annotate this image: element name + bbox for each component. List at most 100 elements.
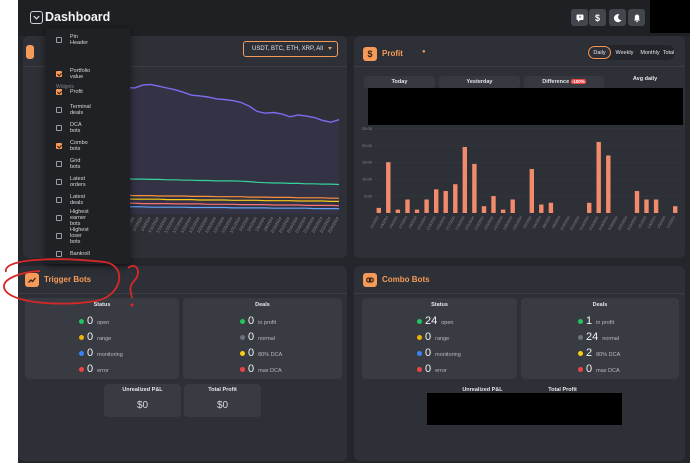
- x-tick-label: 2/2/2024: [522, 215, 532, 229]
- profit-bar[interactable]: [548, 202, 554, 213]
- feedback-button[interactable]: [571, 9, 588, 26]
- portfolio-series-line-2: [118, 194, 339, 199]
- checkbox[interactable]: [56, 37, 62, 43]
- combo-bots-card: Combo Bots Status Deals Unrealized P&L T…: [354, 266, 685, 461]
- widget-option-combo-bots[interactable]: Combo bots: [56, 140, 88, 152]
- stat-today: Today: [364, 76, 435, 88]
- portfolio-series-line-0: [117, 83, 340, 123]
- metric-label: max DCA: [596, 368, 620, 374]
- profit-bar[interactable]: [472, 163, 477, 213]
- metric-label: normal: [602, 336, 620, 342]
- widget-option-pin-header[interactable]: Pin Header: [56, 34, 89, 46]
- profit-bar[interactable]: [644, 199, 649, 214]
- status-dot: [578, 366, 583, 372]
- profit-bar[interactable]: [414, 209, 420, 213]
- stat-avg-daily: Avg daily: [608, 73, 682, 85]
- widget-option-profit[interactable]: Profit: [56, 87, 83, 97]
- x-tick-label: 1/19/2024: [454, 215, 465, 231]
- checkbox[interactable]: [56, 179, 62, 185]
- tab-weekly[interactable]: Weekly: [615, 49, 634, 56]
- widget-option-bankroll[interactable]: Bankroll: [56, 249, 90, 259]
- widget-option-grid-bots[interactable]: Grid bots: [56, 158, 80, 170]
- total-profit-label: Total Profit: [208, 387, 237, 393]
- x-tick-label: 2/12/2024: [569, 215, 580, 231]
- checkbox[interactable]: [56, 71, 62, 77]
- profit-bar[interactable]: [376, 207, 381, 213]
- link-icon: [366, 277, 374, 283]
- metric-value: 2: [586, 347, 593, 359]
- currency-button[interactable]: $: [589, 9, 606, 26]
- profit-bar[interactable]: [539, 204, 544, 214]
- profit-bar[interactable]: [481, 206, 487, 213]
- checkbox[interactable]: [56, 89, 62, 95]
- widget-option-highest-loser-bots[interactable]: Highest loser bots: [56, 227, 89, 245]
- profit-bar[interactable]: [443, 191, 448, 213]
- status-label: Status: [93, 302, 111, 308]
- checkbox[interactable]: [56, 251, 62, 257]
- profit-bar[interactable]: [405, 199, 410, 214]
- checkbox[interactable]: [56, 107, 62, 113]
- widget-option-highest-earner-bots[interactable]: Highest earner bots: [56, 209, 89, 227]
- metric-value: 0: [87, 331, 94, 343]
- checkbox[interactable]: [56, 233, 62, 239]
- widget-option-label: Pin Header: [70, 34, 89, 46]
- tab-total[interactable]: Total: [662, 49, 675, 56]
- widget-option-terminal-deals[interactable]: Terminal deals: [56, 104, 91, 116]
- x-tick-label: 1/9/2024: [408, 215, 418, 229]
- profit-bar[interactable]: [491, 196, 496, 213]
- profit-bar[interactable]: [596, 141, 601, 213]
- profit-bar[interactable]: [395, 209, 401, 213]
- info-icon: ●: [422, 49, 426, 55]
- profit-bar[interactable]: [386, 162, 391, 213]
- combo-deals-panel: Deals: [521, 298, 679, 379]
- widget-option-dca-bots[interactable]: DCA bots: [56, 122, 81, 134]
- profit-bar[interactable]: [462, 147, 467, 213]
- widget-option-latest-deals[interactable]: Latest deals: [56, 194, 85, 206]
- stat-today-label: Today: [391, 79, 408, 85]
- widget-option-label: Bankroll: [70, 251, 90, 257]
- status-dot: [79, 366, 84, 372]
- x-tick-label: 2/22/2024: [617, 215, 628, 231]
- combo-deals-in-profit: 1 in profit: [578, 315, 614, 327]
- metric-label: range: [435, 336, 450, 342]
- checkbox[interactable]: [56, 161, 62, 167]
- tab-daily[interactable]: Daily: [588, 46, 611, 59]
- profit-bar[interactable]: [673, 206, 678, 213]
- checkbox[interactable]: [56, 197, 62, 203]
- y-tick-label: 15.00: [362, 160, 373, 165]
- profit-bar[interactable]: [634, 191, 640, 213]
- moon-icon: [613, 13, 621, 22]
- metric-label: error: [97, 368, 109, 374]
- profit-bar[interactable]: [606, 155, 611, 214]
- unrealized-pnl-panel: Unrealized P&L $0: [104, 384, 181, 417]
- x-tick-label: 1/3/2024: [379, 215, 389, 229]
- checkbox[interactable]: [56, 143, 62, 149]
- portfolio-series-line-5: [118, 206, 339, 210]
- notifications-button[interactable]: [628, 9, 645, 26]
- widget-option-latest-orders[interactable]: Latest orders: [56, 176, 86, 188]
- profit-bar[interactable]: [434, 189, 439, 213]
- profit-bar[interactable]: [529, 169, 534, 213]
- sidebar-toggle-button[interactable]: [30, 11, 43, 24]
- widget-option-label: Terminal deals: [70, 104, 91, 116]
- theme-toggle-button[interactable]: [609, 9, 626, 26]
- widget-option-portfolio-value[interactable]: Portfolio value: [56, 68, 90, 80]
- tab-monthly[interactable]: Monthly: [640, 49, 660, 56]
- checkbox[interactable]: [56, 215, 62, 221]
- profit-bar[interactable]: [510, 199, 515, 214]
- profit-bar[interactable]: [424, 199, 429, 214]
- profit-bar[interactable]: [500, 209, 506, 213]
- card-header-divider: [23, 66, 347, 67]
- asset-filter-select[interactable]: USDT, BTC, ETH, XRP, All: [243, 41, 338, 57]
- profit-bar[interactable]: [453, 184, 458, 213]
- x-tick-label: 1/7/2024: [398, 215, 408, 229]
- x-tick-label: 1/1/2024: [637, 215, 647, 229]
- profit-bar[interactable]: [653, 199, 659, 214]
- y-tick-label: 5.00: [364, 194, 373, 199]
- status-dot: [578, 318, 583, 324]
- portfolio-series-line-1: [117, 177, 340, 186]
- checkbox[interactable]: [56, 125, 62, 131]
- profit-bar[interactable]: [587, 202, 592, 213]
- metric-label: in profit: [258, 320, 277, 326]
- card-header-divider: [354, 66, 685, 67]
